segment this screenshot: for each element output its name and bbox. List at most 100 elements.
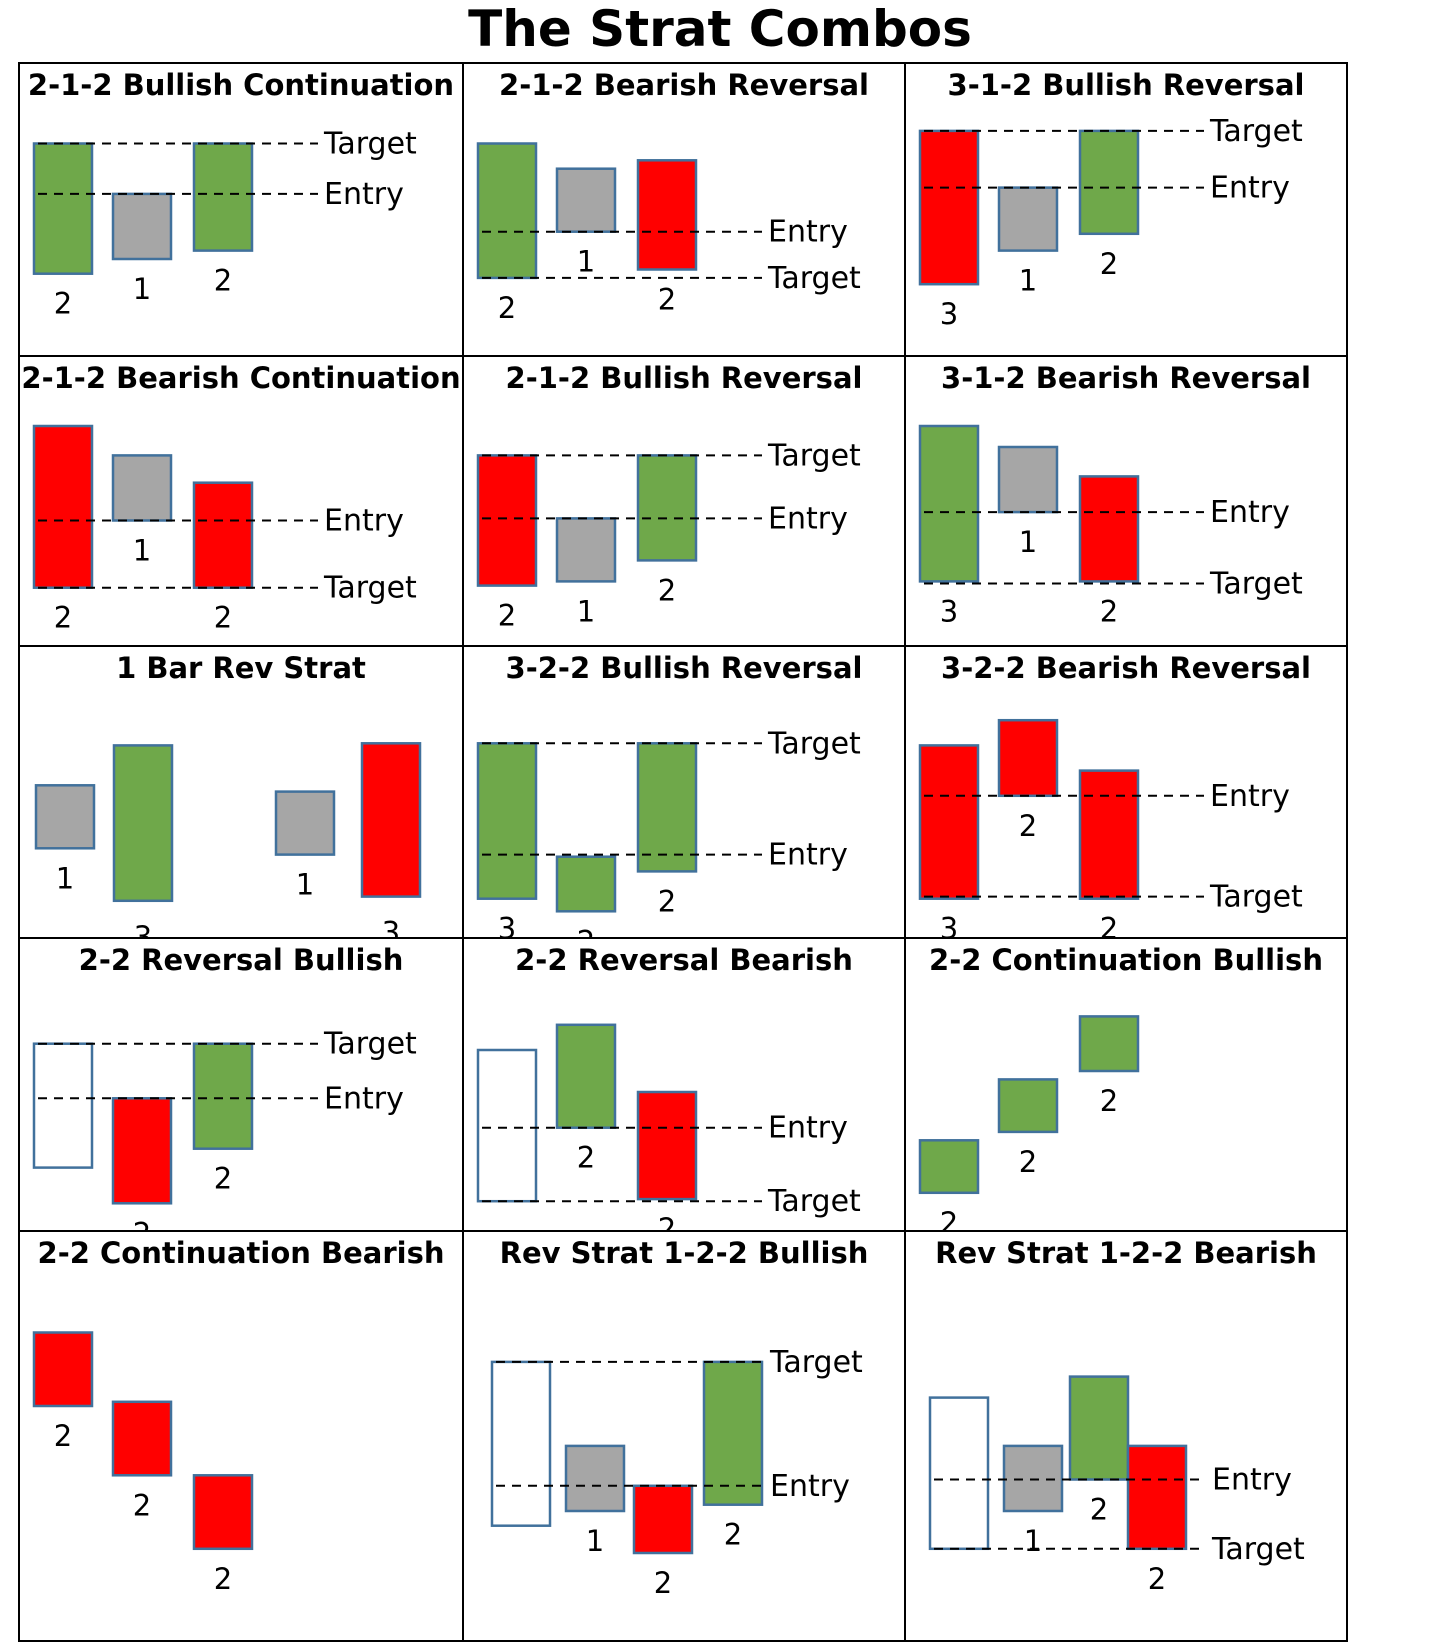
candle-bar-green — [702, 1360, 764, 1506]
candle-bar-gray — [997, 186, 1059, 252]
level-label-entry: Entry — [768, 1111, 848, 1146]
bar-label: 3 — [382, 916, 400, 937]
level-label-entry: Entry — [768, 838, 848, 873]
candle-bar-green — [636, 742, 698, 873]
bar-label: 1 — [56, 861, 74, 895]
bar-label: 2 — [1090, 1493, 1108, 1527]
bar-label: 3 — [940, 297, 958, 331]
level-label-entry: Entry — [768, 501, 848, 536]
level-label-target: Target — [1211, 1532, 1305, 1567]
bar-label: 1 — [577, 245, 595, 279]
combo-panel: 2-2 Continuation Bullish 2 2 2 — [904, 937, 1348, 1232]
bar-label: 1 — [133, 534, 151, 568]
combo-panel: 2-1-2 Bearish Reversal 2 1 2 Entry Target — [462, 62, 906, 357]
bar-label: 1 — [1019, 525, 1037, 559]
panel-diagram: 2 1 2 Entry Target — [32, 424, 417, 635]
level-label-entry: Entry — [1210, 779, 1290, 814]
candle-bar-green — [192, 142, 254, 252]
bar-label: 2 — [1100, 247, 1118, 281]
panel-title: 3-2-2 Bullish Reversal — [505, 651, 863, 685]
level-label-target: Target — [767, 261, 861, 296]
bar-label: 1 — [296, 868, 314, 902]
candle-bar-green — [476, 742, 538, 900]
bar-label: 2 — [577, 924, 595, 937]
level-label-entry: Entry — [1210, 171, 1290, 206]
candle-bar-red — [32, 424, 94, 589]
candle-bar-green — [555, 855, 617, 913]
panel-diagram: 2 1 2 Target Entry — [476, 438, 861, 633]
bar-label: 2 — [214, 264, 232, 298]
candle-bar-red — [1078, 769, 1140, 900]
candle-bar-gray — [564, 1444, 626, 1513]
candle-bar-gray — [34, 784, 96, 850]
bar-label: 3 — [134, 920, 152, 937]
candle-bar-gray — [111, 454, 173, 522]
candle-bar-red — [636, 159, 698, 271]
bar-label: 2 — [940, 1206, 958, 1230]
panel-title: 2-1-2 Bearish Continuation — [21, 361, 461, 395]
bar-label: 2 — [1148, 1562, 1166, 1596]
panel-diagram: 2 2 2 — [918, 1015, 1140, 1230]
candle-bar-green — [476, 142, 538, 280]
level-label-target: Target — [323, 127, 417, 162]
panel-title: 2-2 Reversal Bearish — [515, 943, 853, 977]
level-label-entry: Entry — [768, 215, 848, 250]
bar-label: 2 — [133, 1216, 151, 1230]
candle-bar-gray — [555, 517, 617, 583]
panel-diagram: 2 2 2 — [32, 1331, 254, 1596]
combo-panel: 3-2-2 Bearish Reversal 3 2 2 Entry Target — [904, 645, 1348, 939]
candle-bar-green — [918, 424, 980, 583]
bar-label: 2 — [54, 601, 72, 635]
candle-bar-red — [997, 718, 1059, 798]
panel-title: 2-1-2 Bullish Reversal — [505, 361, 863, 395]
candle-bar-white — [32, 1042, 94, 1169]
candle-bar-green — [555, 1023, 617, 1129]
level-label-entry: Entry — [1212, 1463, 1292, 1498]
bar-label: 2 — [214, 1162, 232, 1196]
panel-title: 3-1-2 Bullish Reversal — [947, 68, 1305, 102]
bar-label: 2 — [658, 1212, 676, 1230]
bar-label: 2 — [1019, 809, 1037, 843]
candle-bar-gray — [997, 445, 1059, 514]
level-label-target: Target — [1209, 567, 1303, 602]
level-label-target: Target — [323, 1027, 417, 1062]
level-label-target: Target — [767, 1184, 861, 1219]
level-label-entry: Entry — [324, 1081, 404, 1116]
bar-label: 2 — [1100, 1084, 1118, 1118]
bar-label: 2 — [54, 287, 72, 321]
level-label-target: Target — [1209, 114, 1303, 149]
panel-diagram: 2 1 2 Target Entry — [32, 127, 417, 321]
candle-bar-red — [360, 742, 422, 898]
combo-panel: 2-1-2 Bullish Continuation 2 1 2 Target Entry — [18, 62, 464, 357]
bar-label: 1 — [577, 594, 595, 628]
panel-title: Rev Strat 1-2-2 Bearish — [935, 1236, 1317, 1270]
candle-bar-red — [636, 1090, 698, 1201]
panel-title: 2-2 Continuation Bullish — [929, 943, 1323, 977]
page-title: The Strat Combos — [468, 0, 972, 58]
panel-title: 2-2 Reversal Bullish — [78, 943, 404, 977]
bar-label: 2 — [498, 599, 516, 633]
bar-label: 2 — [658, 573, 676, 607]
panel-title: 2-2 Continuation Bearish — [37, 1236, 445, 1270]
combo-panel: 3-1-2 Bearish Reversal 3 1 2 Entry Target — [904, 355, 1348, 647]
level-label-entry: Entry — [324, 504, 404, 539]
candle-bar-green — [32, 142, 94, 275]
bar-label: 2 — [1019, 1145, 1037, 1179]
combo-panel: 2-2 Continuation Bearish 2 2 2 — [18, 1230, 464, 1642]
level-label-entry: Entry — [1210, 495, 1290, 530]
combo-panel: 2-1-2 Bearish Continuation 2 1 2 Entry Target — [18, 355, 464, 647]
bar-label: 1 — [1019, 264, 1037, 298]
bar-label: 2 — [214, 1562, 232, 1596]
candle-bar-red — [1078, 475, 1140, 583]
panel-diagram: 3 1 2 Target Entry — [918, 114, 1303, 331]
candle-bar-green — [112, 744, 174, 903]
level-label-entry: Entry — [770, 1469, 850, 1504]
bar-label: 3 — [498, 912, 516, 937]
candle-bar-green — [636, 454, 698, 562]
bar-label: 2 — [214, 601, 232, 635]
panel-title: 3-2-2 Bearish Reversal — [941, 651, 1311, 685]
level-label-entry: Entry — [324, 177, 404, 212]
candle-bar-gray — [111, 192, 173, 261]
panel-title: 3-1-2 Bearish Reversal — [941, 361, 1311, 395]
combo-panel: 3-2-2 Bullish Reversal 3 2 2 Target Entry — [462, 645, 906, 939]
